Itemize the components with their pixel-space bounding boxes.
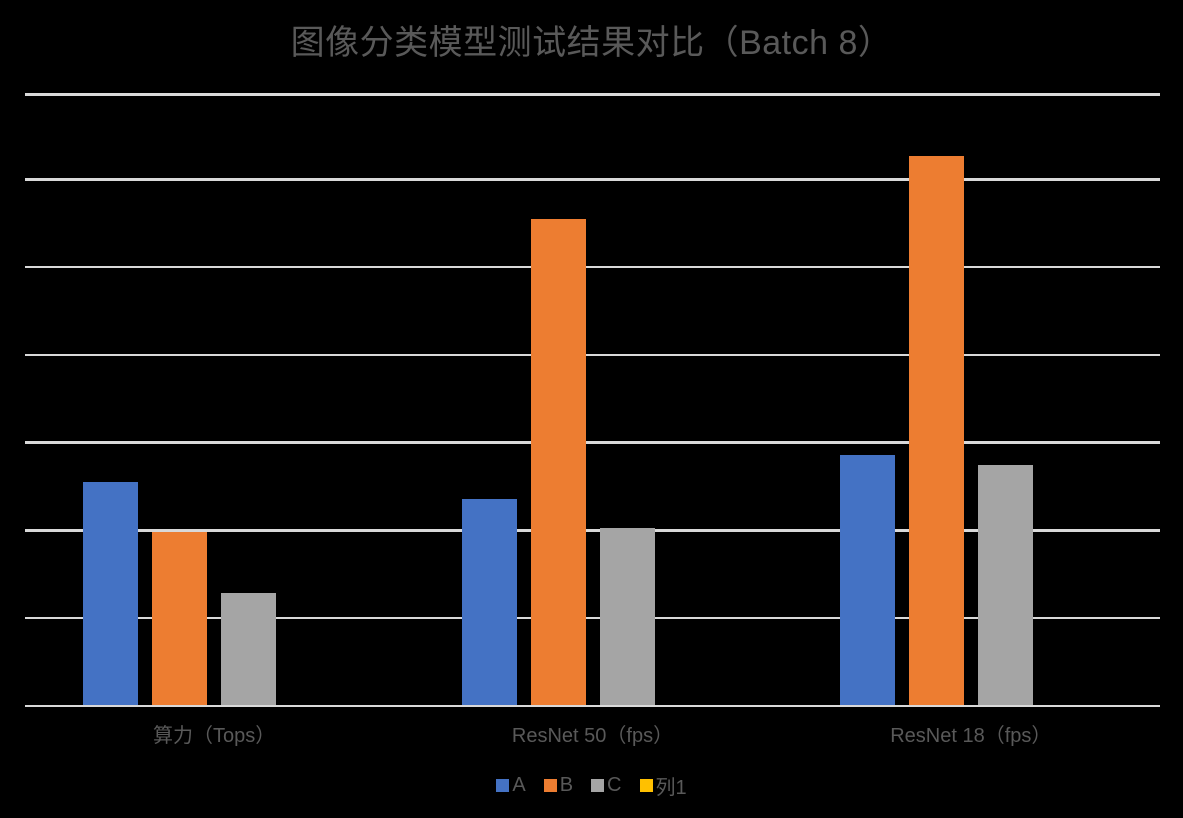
legend-label: A [512,774,526,796]
gridline [25,529,1160,532]
gridline [25,441,1160,444]
bar-A-1 [461,499,517,705]
gridline [25,265,1160,269]
legend-label: 列1 [655,777,687,799]
legend-item-A: A [496,774,526,797]
x-axis-label-0: 算力（Tops） [153,725,276,747]
x-axis-label-2: ResNet 18（fps） [890,725,1052,747]
x-axis-label-1: ResNet 50（fps） [511,725,674,747]
legend-marker-icon [496,779,510,792]
bar-A-2 [839,455,895,705]
gridline [25,93,1160,96]
gridline [25,616,1160,620]
chart-title: 图像分类模型测试结果对比（Batch 8） [290,24,893,62]
bar-A-0 [83,481,139,705]
bar-B-1 [530,219,586,705]
plot-area [25,93,1160,707]
bar-C-0 [221,592,277,705]
bar-B-0 [152,531,208,705]
x-axis-line [25,704,1160,707]
legend-marker-icon [591,779,605,792]
gridline [25,178,1160,181]
bar-C-2 [977,464,1033,705]
bar-C-1 [599,528,655,705]
legend-item-C: C [591,774,622,797]
x-axis-labels: 算力（Tops） ResNet 50（fps） ResNet 18（fps） [25,719,1160,749]
legend-marker-icon [639,779,653,792]
legend-item-B: B [543,774,574,797]
gridline [25,353,1160,357]
legend: A B C 列1 [0,771,1183,800]
bar-B-2 [908,156,964,705]
legend-label: C [607,774,622,796]
legend-label: B [559,774,574,796]
legend-item-列1: 列1 [639,771,687,800]
legend-marker-icon [543,779,557,792]
